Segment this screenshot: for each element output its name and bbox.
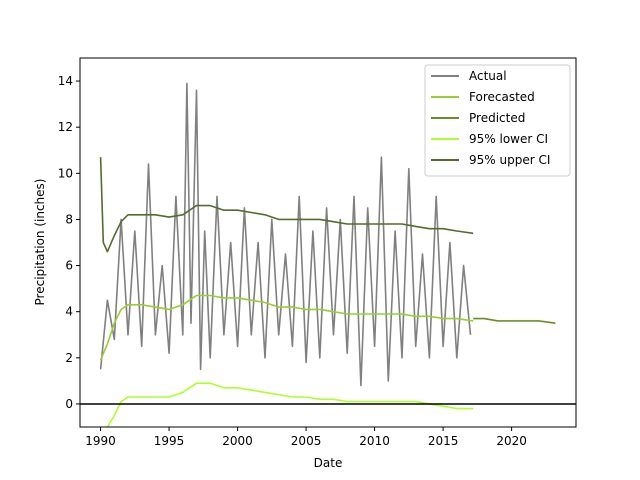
- x-tick-label: 2020: [496, 434, 527, 448]
- legend-label: 95% lower CI: [469, 132, 548, 146]
- series-line-4: [106, 382, 474, 427]
- x-tick-label: 2000: [222, 434, 253, 448]
- legend-label: Forecasted: [469, 90, 535, 104]
- x-tick-label: 1990: [85, 434, 116, 448]
- legend-label: Actual: [469, 69, 507, 83]
- series-line-2: [99, 294, 474, 361]
- y-tick-label: 10: [58, 166, 73, 180]
- x-tick-label: 2015: [428, 434, 459, 448]
- series-line-1: [99, 82, 472, 387]
- x-axis-label: Date: [314, 456, 343, 470]
- y-tick-label: 8: [65, 212, 73, 226]
- plot-frame: [79, 57, 577, 428]
- y-tick-label: 14: [58, 74, 73, 88]
- y-tick-label: 0: [65, 397, 73, 411]
- legend-box: [424, 64, 571, 177]
- y-tick-label: 6: [65, 259, 73, 273]
- y-tick-label: 12: [58, 120, 73, 134]
- legend-label: 95% upper CI: [469, 153, 550, 167]
- y-tick-label: 4: [65, 305, 73, 319]
- legend: Actual Forecasted Predicted 95% lower CI 95%…: [424, 64, 571, 177]
- series-line-5: [99, 157, 474, 253]
- x-tick-label: 2005: [291, 434, 322, 448]
- series-line-3: [473, 317, 556, 324]
- x-tick-label: 2010: [359, 434, 390, 448]
- legend-label: Predicted: [469, 111, 525, 125]
- y-axis-label: Precipitation (inches): [33, 179, 47, 306]
- x-tick-label: 1995: [154, 434, 185, 448]
- y-tick-label: 2: [65, 351, 73, 365]
